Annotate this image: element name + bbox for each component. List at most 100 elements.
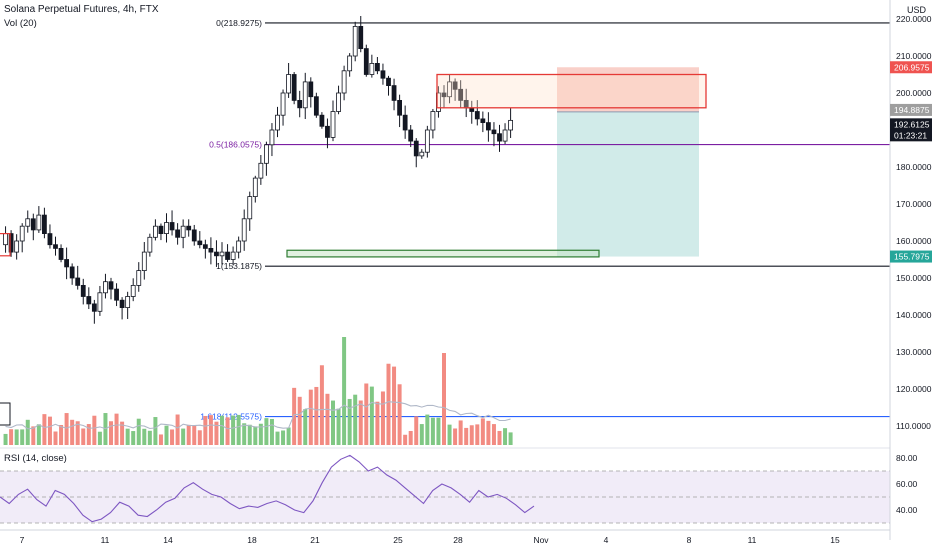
time-tick-label: 14 — [163, 535, 173, 545]
candle-body — [352, 25, 358, 57]
candle-body — [252, 177, 258, 198]
volume-bar — [353, 394, 358, 445]
volume-bar — [397, 384, 402, 445]
candle-body — [275, 114, 280, 131]
volume-bar — [503, 428, 508, 445]
candle-body — [158, 225, 164, 234]
candle-body — [341, 70, 347, 94]
volume-bar — [81, 428, 86, 445]
volume-bar — [203, 415, 208, 445]
candle-body — [219, 251, 225, 257]
supply-zone-box — [436, 73, 707, 109]
entry-price-badge — [890, 103, 932, 116]
volume-bar — [392, 366, 397, 445]
candle-body — [380, 70, 386, 79]
volume-bar — [120, 421, 125, 445]
volume-bar — [109, 421, 113, 445]
candle-body — [447, 81, 452, 98]
volume-bar — [358, 400, 363, 445]
volume-bar — [97, 431, 102, 445]
candle-body — [141, 251, 147, 272]
candle-body — [247, 196, 253, 220]
volume-bar — [497, 430, 502, 445]
volume-bar — [408, 430, 413, 445]
candle-body — [152, 225, 158, 238]
candle-body — [452, 81, 458, 90]
candle-body — [480, 118, 486, 124]
candle-body — [214, 251, 219, 257]
fib-label: 0(218.9275) — [216, 18, 262, 28]
time-tick-label: 21 — [310, 535, 320, 545]
fib-label: 0.5(186.0575) — [209, 140, 262, 150]
volume-bar — [170, 429, 175, 445]
candle-body — [485, 122, 491, 131]
candle-body — [3, 233, 8, 246]
candle-body — [358, 25, 364, 50]
candle-body — [397, 100, 403, 116]
time-tick-label: 4 — [604, 535, 609, 545]
candle-body — [119, 299, 125, 309]
volume-bar — [197, 430, 202, 445]
candle-body — [419, 151, 425, 157]
candle-body — [297, 100, 303, 109]
candle-body — [263, 144, 269, 164]
candle-body — [75, 277, 81, 286]
rsi-line — [0, 454, 535, 523]
candle-body — [42, 214, 47, 235]
candle-body — [291, 74, 297, 101]
candle-body — [169, 222, 175, 231]
time-axis: 7 11 14 18 21 25 28 Nov 4 8 11 15 — [0, 529, 890, 545]
volume-bar — [364, 383, 369, 445]
chart-title: Solana Perpetual Futures, 4h, FTX — [4, 4, 159, 15]
time-tick-label: 15 — [830, 535, 840, 545]
fib-levels: 0(218.9275)0.5(186.0575)1(153.1875)1.618… — [200, 18, 890, 422]
volume-bar — [369, 386, 374, 445]
candle-body — [308, 81, 314, 98]
volume-bar — [347, 398, 352, 445]
volume-ma-line — [5, 401, 511, 430]
volume-bar — [47, 416, 52, 445]
volume-bar — [281, 430, 286, 445]
price-tick-label: 120.0000 — [896, 384, 932, 394]
volume-bar — [64, 413, 69, 445]
candle-body — [369, 63, 375, 75]
volume-bar — [425, 414, 430, 445]
candle-body — [86, 296, 92, 305]
volume-bar — [414, 416, 419, 445]
volume-bar — [225, 417, 230, 445]
volume-bar — [380, 391, 385, 445]
volume-bar — [114, 413, 119, 445]
candle-body — [191, 229, 197, 242]
zone-boxes — [0, 73, 707, 258]
price-tick-label: 210.0000 — [896, 51, 932, 61]
volume-bar — [342, 337, 347, 445]
candle-body — [225, 251, 230, 260]
volume-bar — [31, 426, 36, 445]
candle-body — [347, 55, 353, 72]
volume-bar — [231, 415, 236, 445]
currency-label: USD — [906, 5, 926, 15]
candle-body — [508, 119, 514, 131]
volume-bar — [247, 424, 252, 445]
volume-bar — [469, 425, 474, 445]
candle-body — [30, 218, 36, 231]
countdown-price-text: 01:23:21 — [894, 130, 927, 140]
volume-bar — [3, 433, 8, 445]
rsi-tick-label: 80.00 — [896, 453, 918, 463]
volume-bar — [53, 431, 58, 445]
candle-body — [130, 284, 136, 297]
countdown-price-badge — [890, 129, 932, 142]
candle-body — [175, 229, 181, 238]
candle-body — [386, 77, 391, 86]
entry-price-text: 194.8875 — [894, 105, 930, 115]
candle-body — [313, 96, 319, 116]
candle-body — [458, 88, 464, 101]
price-tick-label: 130.0000 — [896, 347, 932, 357]
candle-body — [230, 251, 236, 260]
candle-body — [413, 140, 419, 157]
time-tick-label: 11 — [748, 535, 757, 545]
candle-body — [336, 92, 341, 112]
volume-bar — [308, 389, 313, 445]
last-price-text: 192.6125 — [894, 119, 930, 129]
